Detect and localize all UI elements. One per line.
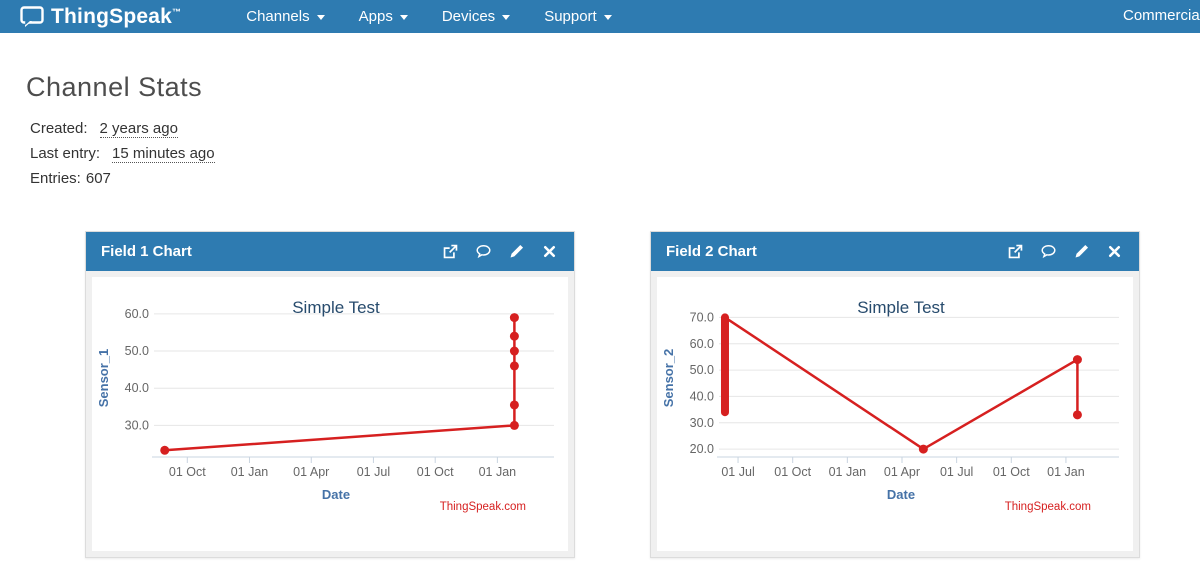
svg-text:01 Oct: 01 Oct [993, 465, 1030, 479]
svg-text:50.0: 50.0 [690, 363, 714, 377]
svg-text:ThingSpeak.com: ThingSpeak.com [440, 501, 526, 513]
panel-actions [440, 242, 559, 262]
svg-text:60.0: 60.0 [690, 337, 714, 351]
last-entry-value: 15 minutes ago [112, 145, 215, 163]
svg-text:01 Jan: 01 Jan [1047, 465, 1085, 479]
caret-down-icon [502, 15, 511, 20]
top-navbar: ThingSpeak™ Channels Apps Devices Suppor… [0, 0, 1200, 33]
svg-text:01 Apr: 01 Apr [293, 465, 329, 479]
panel-actions [1005, 242, 1124, 262]
svg-text:Simple Test: Simple Test [292, 298, 380, 317]
nav-label: Channels [246, 8, 310, 25]
svg-text:Date: Date [322, 487, 350, 502]
svg-text:40.0: 40.0 [125, 381, 149, 395]
panel-body: 30.0 40.0 50.0 60.0 01 Oct 01 Jan 01 Apr 01 Jul… [86, 271, 574, 557]
svg-text:01 Jul: 01 Jul [357, 465, 390, 479]
svg-text:ThingSpeak.com: ThingSpeak.com [1005, 501, 1091, 513]
svg-text:01 Jul: 01 Jul [721, 465, 754, 479]
brand-name: ThingSpeak™ [51, 4, 182, 28]
svg-text:01 Oct: 01 Oct [774, 465, 811, 479]
close-icon[interactable] [1104, 242, 1124, 262]
external-link-icon[interactable] [440, 242, 460, 262]
svg-text:20.0: 20.0 [690, 442, 714, 456]
field1-chart-panel: Field 1 Chart [85, 231, 575, 558]
nav-label: Apps [358, 8, 393, 25]
nav-label: Devices [441, 8, 496, 25]
svg-text:30.0: 30.0 [690, 416, 714, 430]
nav-item-apps[interactable]: Apps [342, 8, 425, 25]
caret-down-icon [603, 15, 612, 20]
field2-line-chart: 20.0 30.0 40.0 50.0 60.0 70.0 01 Jul 01 Oct 01 J… [657, 277, 1133, 551]
caret-down-icon [316, 15, 325, 20]
last-entry-row: Last entry: 15 minutes ago [30, 141, 1200, 166]
svg-text:01 Jan: 01 Jan [829, 465, 867, 479]
nav-item-devices[interactable]: Devices [425, 8, 527, 25]
caret-down-icon [399, 15, 408, 20]
comment-icon[interactable] [473, 242, 493, 262]
panel-title: Field 2 Chart [666, 243, 757, 260]
svg-text:01 Jan: 01 Jan [479, 465, 517, 479]
created-value: 2 years ago [99, 120, 178, 138]
last-entry-label: Last entry: [30, 145, 101, 162]
svg-text:40.0: 40.0 [690, 389, 714, 403]
charts-row: Field 1 Chart [85, 231, 1200, 558]
close-icon[interactable] [539, 242, 559, 262]
thingspeak-logo[interactable]: ThingSpeak™ [20, 5, 181, 29]
svg-text:Simple Test: Simple Test [857, 298, 945, 317]
svg-text:50.0: 50.0 [125, 344, 149, 358]
entries-row: Entries: 607 [30, 166, 1200, 191]
panel-body: 20.0 30.0 40.0 50.0 60.0 70.0 01 Jul 01 Oct 01 J… [651, 271, 1139, 557]
svg-text:01 Jul: 01 Jul [940, 465, 973, 479]
field1-panel-header: Field 1 Chart [86, 232, 574, 271]
external-link-icon[interactable] [1005, 242, 1025, 262]
svg-text:01 Oct: 01 Oct [417, 465, 454, 479]
nav-item-support[interactable]: Support [527, 8, 629, 25]
svg-text:30.0: 30.0 [125, 418, 149, 432]
field1-line-chart: 30.0 40.0 50.0 60.0 01 Oct 01 Jan 01 Apr 01 Jul… [92, 277, 568, 551]
page-title: Channel Stats [26, 72, 203, 102]
svg-text:01 Apr: 01 Apr [884, 465, 920, 479]
svg-text:01 Jan: 01 Jan [231, 465, 269, 479]
field2-panel-header: Field 2 Chart [651, 232, 1139, 271]
edit-pencil-icon[interactable] [506, 242, 526, 262]
field2-chart-panel: Field 2 Chart [650, 231, 1140, 558]
main-nav: Channels Apps Devices Support [229, 8, 629, 25]
svg-text:Date: Date [887, 487, 915, 502]
nav-item-channels[interactable]: Channels [229, 8, 341, 25]
channel-stats-summary: Created: 2 years ago Last entry: 15 minute… [30, 116, 1200, 191]
entries-value: 607 [85, 170, 111, 187]
svg-text:70.0: 70.0 [690, 310, 714, 324]
panel-title: Field 1 Chart [101, 243, 192, 260]
entries-label: Entries: [30, 170, 81, 187]
nav-label: Support [544, 8, 597, 25]
svg-text:60.0: 60.0 [125, 307, 149, 321]
created-label: Created: [30, 120, 88, 137]
nav-item-commercial-use[interactable]: Commercial Use [1123, 7, 1200, 24]
svg-text:01 Oct: 01 Oct [169, 465, 206, 479]
edit-pencil-icon[interactable] [1071, 242, 1091, 262]
svg-text:Sensor_2: Sensor_2 [661, 349, 676, 408]
created-row: Created: 2 years ago [30, 116, 1200, 141]
trademark-symbol: ™ [172, 6, 182, 17]
comment-icon[interactable] [1038, 242, 1058, 262]
svg-text:Sensor_1: Sensor_1 [96, 349, 111, 408]
speech-bubble-logo-icon [20, 5, 44, 27]
